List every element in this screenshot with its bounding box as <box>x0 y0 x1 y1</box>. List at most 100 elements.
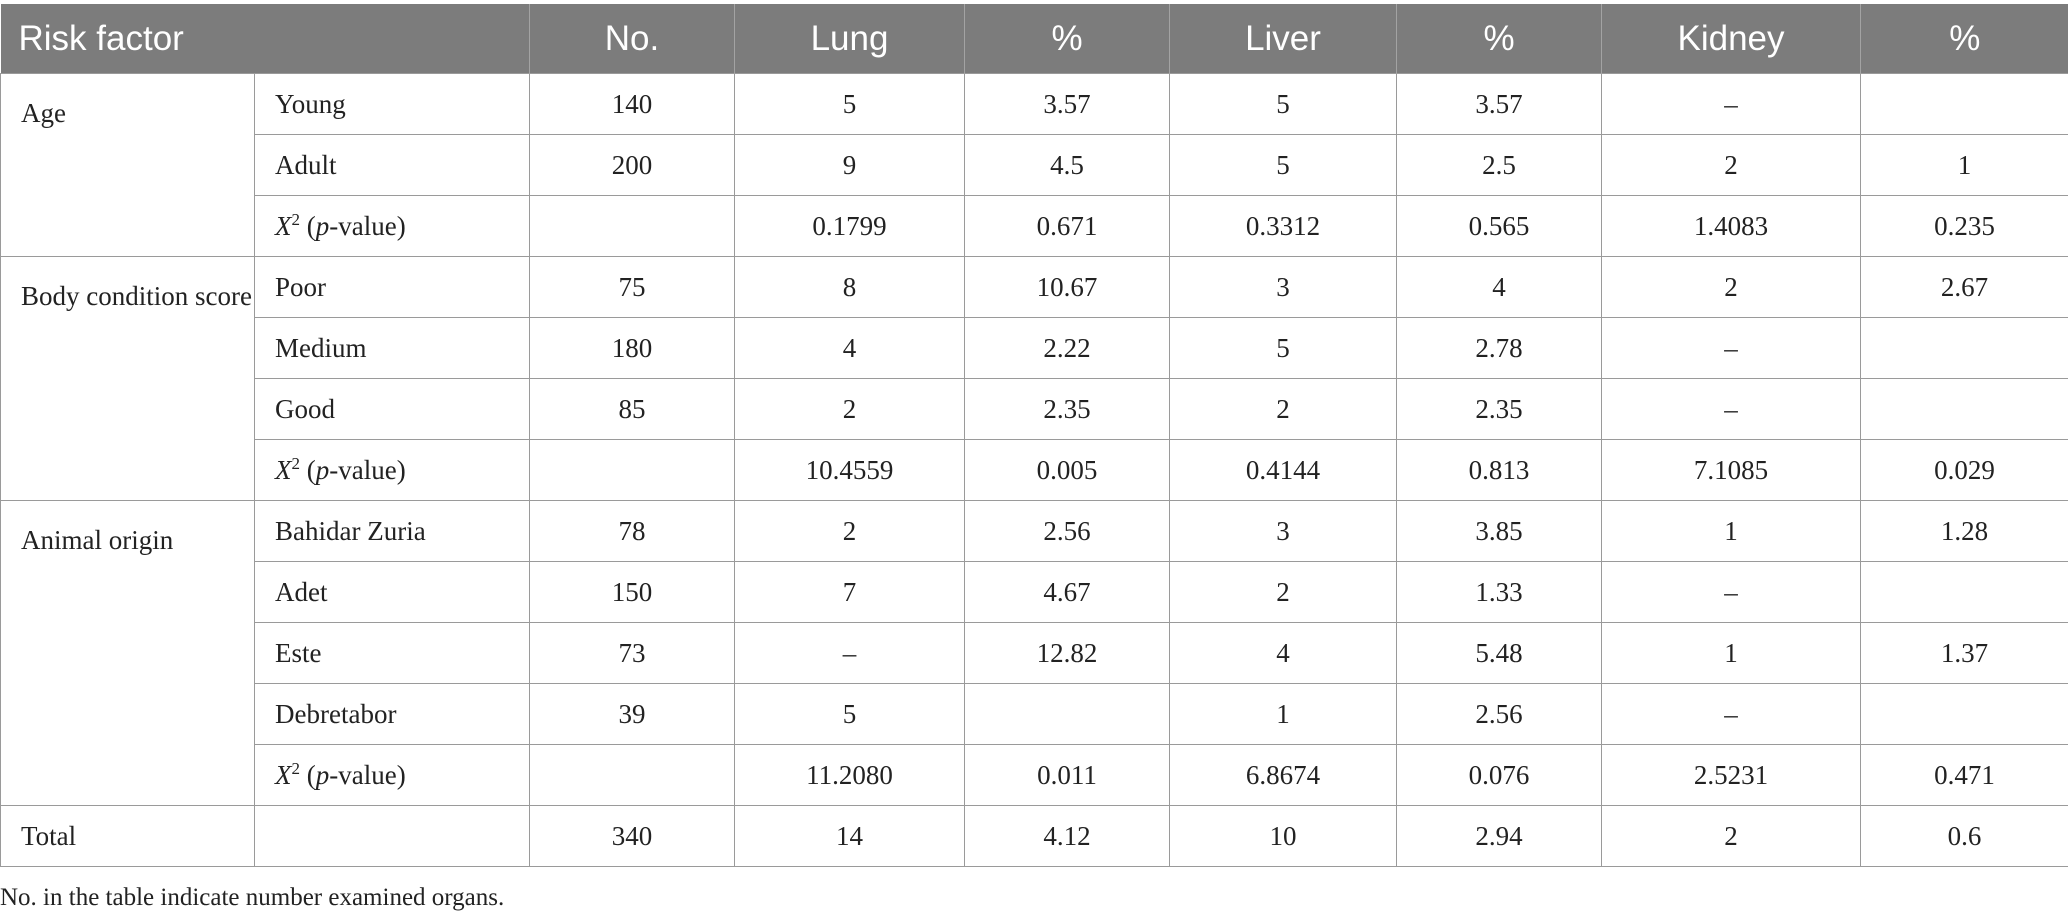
category-cell: Debretabor <box>254 683 530 745</box>
value-cell: 2 <box>734 500 965 562</box>
value-cell: – <box>1601 561 1861 623</box>
value-cell <box>964 683 1170 745</box>
value-cell: 73 <box>529 622 735 684</box>
table-row: Este 73–12.82 4 5.48 1 1.37 <box>1 622 2068 684</box>
value-cell: 1.37 <box>1860 622 2068 684</box>
table-row: X2 (p-value) 0.1799 0.671 0.3312 0.565 1.4083… <box>1 195 2068 257</box>
category-cell: Young <box>254 73 530 135</box>
value-cell: 5 <box>734 683 965 745</box>
total-label: Total <box>0 805 255 867</box>
value-cell: 2.67 <box>1860 256 2068 318</box>
value-cell: 2 <box>734 378 965 440</box>
value-cell: 10.4559 <box>734 439 965 501</box>
value-cell: 7 <box>734 561 965 623</box>
value-cell: 0.029 <box>1860 439 2068 501</box>
category-cell: Este <box>254 622 530 684</box>
value-cell: 0.813 <box>1396 439 1602 501</box>
value-cell: 3 <box>1169 256 1397 318</box>
header-no: No. <box>529 4 735 74</box>
value-cell: 3.57 <box>964 73 1170 135</box>
table-row: X2 (p-value) 11.2080 0.011 6.8674 0.076 2.523… <box>1 744 2068 806</box>
header-lung-percent: % <box>964 4 1170 74</box>
value-cell: 0.076 <box>1396 744 1602 806</box>
value-cell: 10.67 <box>964 256 1170 318</box>
value-cell: 180 <box>529 317 735 379</box>
value-cell <box>529 195 735 257</box>
category-cell: Medium <box>254 317 530 379</box>
chi-square-label: X2 (p-value) <box>275 209 406 241</box>
value-cell: 5 <box>1169 73 1397 135</box>
value-cell: 1.4083 <box>1601 195 1861 257</box>
header-liver-percent: % <box>1396 4 1602 74</box>
risk-factor-table: Risk factor No. Lung % Liver % Kidney % … <box>0 4 2068 867</box>
category-cell: Good <box>254 378 530 440</box>
value-cell: 1.33 <box>1396 561 1602 623</box>
header-lung: Lung <box>734 4 965 74</box>
table-row: Animal origin Bahidar Zuria 78 2 2.56 3 3.85 1 1… <box>0 500 2068 806</box>
value-cell: 0.235 <box>1860 195 2068 257</box>
value-cell <box>1860 73 2068 135</box>
total-value-cell: 10 <box>1169 805 1397 867</box>
value-cell: 7.1085 <box>1601 439 1861 501</box>
risk-factor-cell: Animal origin <box>0 500 255 806</box>
table-row: X2 (p-value) 10.4559 0.005 0.4144 0.813 7.108… <box>1 439 2068 501</box>
value-cell: 12.82 <box>964 622 1170 684</box>
total-row: Total 340 14 4.12 10 2.94 2 0.6 <box>0 805 2068 867</box>
value-cell: 2.5 <box>1396 134 1602 196</box>
value-cell <box>1860 317 2068 379</box>
value-cell: 2 <box>1169 561 1397 623</box>
total-value-cell: 0.6 <box>1860 805 2068 867</box>
total-value-cell: 14 <box>734 805 965 867</box>
value-cell: 4.5 <box>964 134 1170 196</box>
empty-cell <box>254 805 530 867</box>
value-cell: 2.35 <box>1396 378 1602 440</box>
value-cell: 2 <box>1601 256 1861 318</box>
value-cell: 5.48 <box>1396 622 1602 684</box>
category-cell: Bahidar Zuria <box>254 500 530 562</box>
table-body: Age Young 140 5 3.57 5 3.57– Adult 200 9 4.5 5 2.5 2 1… <box>0 73 2068 867</box>
value-cell: – <box>1601 317 1861 379</box>
value-cell: 2.56 <box>1396 683 1602 745</box>
value-cell: 5 <box>1169 317 1397 379</box>
header-liver: Liver <box>1169 4 1397 74</box>
header-risk-factor: Risk factor <box>0 4 530 74</box>
value-cell: 2.56 <box>964 500 1170 562</box>
value-cell <box>1860 378 2068 440</box>
value-cell: 1 <box>1169 683 1397 745</box>
total-value-cell: 2.94 <box>1396 805 1602 867</box>
table-row: Body condition score Poor 75 8 10.67 3 4 2 2.67 <box>0 256 2068 501</box>
value-cell: 0.005 <box>964 439 1170 501</box>
value-cell: 5 <box>734 73 965 135</box>
value-cell: 0.471 <box>1860 744 2068 806</box>
value-cell: 2.5231 <box>1601 744 1861 806</box>
value-cell: 5 <box>1169 134 1397 196</box>
value-cell: – <box>1601 683 1861 745</box>
value-cell: 75 <box>529 256 735 318</box>
value-cell: 140 <box>529 73 735 135</box>
category-cell: Adult <box>254 134 530 196</box>
value-cell: 85 <box>529 378 735 440</box>
header-row: Risk factor No. Lung % Liver % Kidney % <box>0 4 2068 74</box>
value-cell: 4 <box>1396 256 1602 318</box>
value-cell: 1 <box>1601 500 1861 562</box>
table-row: Adet 150 7 4.67 2 1.33– <box>1 561 2068 623</box>
value-cell: 78 <box>529 500 735 562</box>
total-value-cell: 340 <box>529 805 735 867</box>
value-cell: 8 <box>734 256 965 318</box>
risk-factor-cell: Body condition score <box>0 256 255 501</box>
value-cell: 4 <box>734 317 965 379</box>
chi-square-row-label: X2 (p-value) <box>254 195 530 257</box>
total-value-cell: 4.12 <box>964 805 1170 867</box>
value-cell: 2 <box>1169 378 1397 440</box>
value-cell: 9 <box>734 134 965 196</box>
chi-square-label: X2 (p-value) <box>275 453 406 485</box>
value-cell <box>529 439 735 501</box>
value-cell: 0.011 <box>964 744 1170 806</box>
value-cell <box>1860 561 2068 623</box>
category-cell: Poor <box>254 256 530 318</box>
value-cell: 1 <box>1860 134 2068 196</box>
value-cell: 0.565 <box>1396 195 1602 257</box>
risk-factor-cell: Age <box>0 73 255 257</box>
value-cell: – <box>1601 378 1861 440</box>
value-cell: 2.78 <box>1396 317 1602 379</box>
